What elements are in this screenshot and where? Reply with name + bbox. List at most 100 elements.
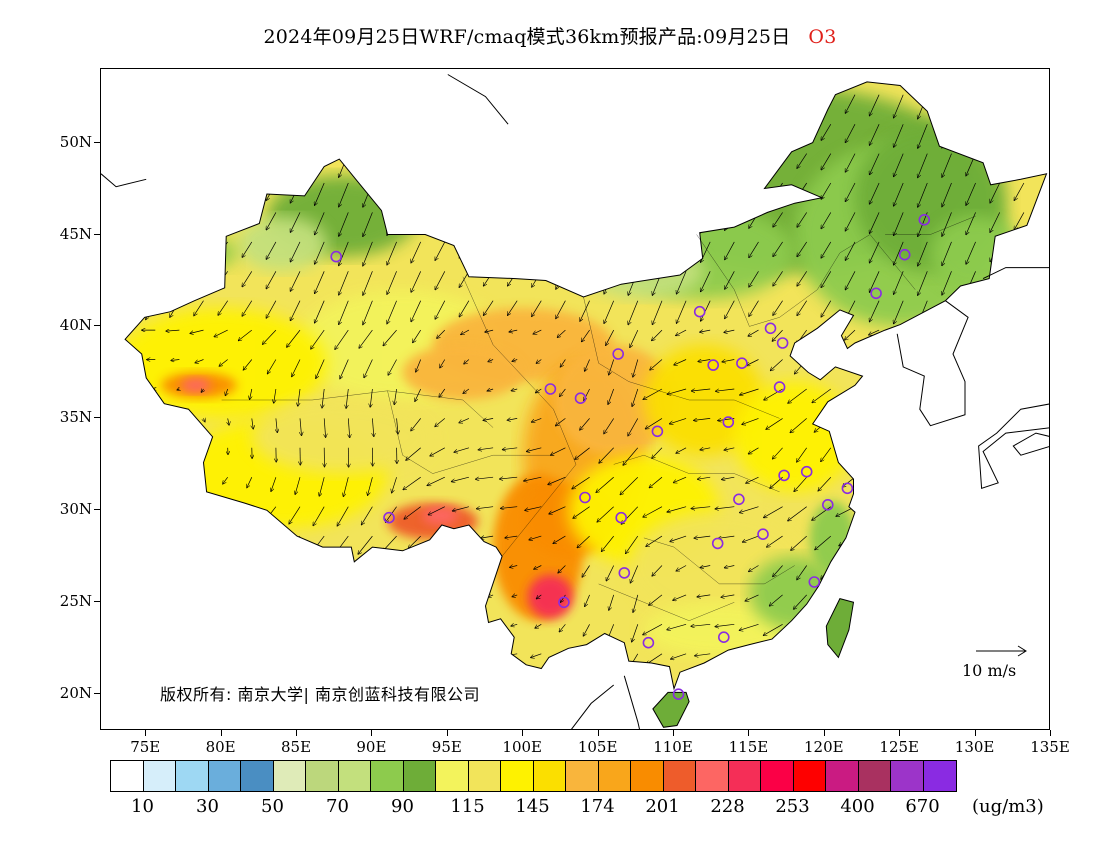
wind-arrow [411,153,422,175]
station-marker [672,688,685,701]
wind-arrow [582,329,590,342]
wind-arrow [372,653,374,672]
colorbar-swatch [436,761,469,791]
wind-arrow [957,388,976,401]
colorbar-swatch [338,761,371,791]
station-marker [870,287,882,300]
wind-arrow [125,212,132,234]
wind-arrow [125,535,132,538]
wind-arrow [242,124,253,139]
wind-arrow [821,447,832,462]
wind-arrow [749,124,759,140]
wind-arrow [718,536,735,538]
wind-arrow [606,329,615,345]
wind-arrow [818,476,832,491]
wind-arrow [459,153,470,170]
wind-arrow [170,212,180,229]
wind-arrow [652,94,663,119]
wind-arrow [129,389,131,390]
wind-arrow [821,329,832,344]
wind-arrow [555,653,566,661]
wind-arrow [266,212,277,229]
lon-tick [296,730,298,736]
wind-arrow [363,153,373,178]
colorbar-swatch [858,761,891,791]
wind-arrow [363,212,373,236]
wind-arrow [404,506,421,519]
wind-arrow [870,153,880,175]
wind-arrow [125,271,132,293]
wind-arrow [580,241,590,262]
wind-arrow [894,153,904,177]
wind-arrow [174,713,180,714]
wind-arrow [966,94,976,117]
wind-arrow [289,506,301,524]
wind-arrow [263,565,277,580]
wind-arrow [894,124,904,147]
wind-arrow [501,507,518,509]
wind-arrow [580,94,590,115]
wind-arrow [694,418,711,420]
wind-arrow [667,623,687,629]
wind-arrow [918,182,928,207]
lon-tick [899,730,901,736]
wind-arrow [939,359,952,367]
wind-arrow [548,476,566,484]
wind-arrow [700,566,711,568]
wind-arrow [793,713,807,727]
wind-arrow [411,418,421,430]
lat-tick [94,325,100,327]
wind-arrow [630,329,639,347]
wind-arrow [918,271,928,295]
wind-arrow [459,94,470,111]
wind-arrow [894,271,904,294]
wind-arrow [722,477,735,479]
wind-arrow [788,624,807,638]
colorbar-label-670: 670 [905,796,940,817]
wind-arrow [845,182,856,201]
wind-arrow [677,271,687,294]
station-marker [773,381,786,393]
colorbar-swatch [923,761,956,791]
wind-arrow [435,300,446,319]
wind-arrow [839,418,856,428]
copyright-text: 版权所有: 南京大学| 南京创蓝科技有限公司 [160,685,480,704]
wind-arrow [869,565,880,571]
wind-arrow [749,153,759,170]
station-marker [615,511,628,524]
wind-arrow [294,713,300,730]
wind-arrow [676,682,687,689]
wind-arrow [298,388,301,406]
wind-arrow [512,595,518,597]
wind-arrow [724,330,735,332]
wind-arrow [749,241,759,258]
wind-arrow [410,653,421,666]
lat-label-25N: 25N [59,592,92,611]
wind-arrow [812,388,832,403]
wind-arrow [701,94,711,115]
wind-arrow [215,565,228,573]
wind-arrow [411,94,422,116]
wind-arrow [743,653,759,660]
wind-arrow [315,241,325,264]
wind-arrow [599,447,614,463]
wind-arrow [362,506,373,525]
wind-arrow [990,565,1000,580]
wind-arrow [742,418,759,424]
wind-arrow [275,624,276,638]
wind-arrow [131,654,133,655]
wind-arrow [300,653,302,671]
wind-arrow [649,476,663,487]
wind-arrow [821,241,832,258]
wind-arrow [677,212,687,235]
wind-arrow [193,506,204,510]
station-marker [612,348,625,360]
wind-arrow [596,476,614,492]
wind-arrow [339,124,349,148]
wind-arrow [337,506,349,526]
wind-arrow [526,682,542,687]
wind-arrow [797,241,807,257]
wind-arrow [888,654,904,656]
title-text: 2024年09月25日WRF/cmaq模式36km预报产品:09月25日 [263,26,791,48]
lon-tick [145,730,147,736]
